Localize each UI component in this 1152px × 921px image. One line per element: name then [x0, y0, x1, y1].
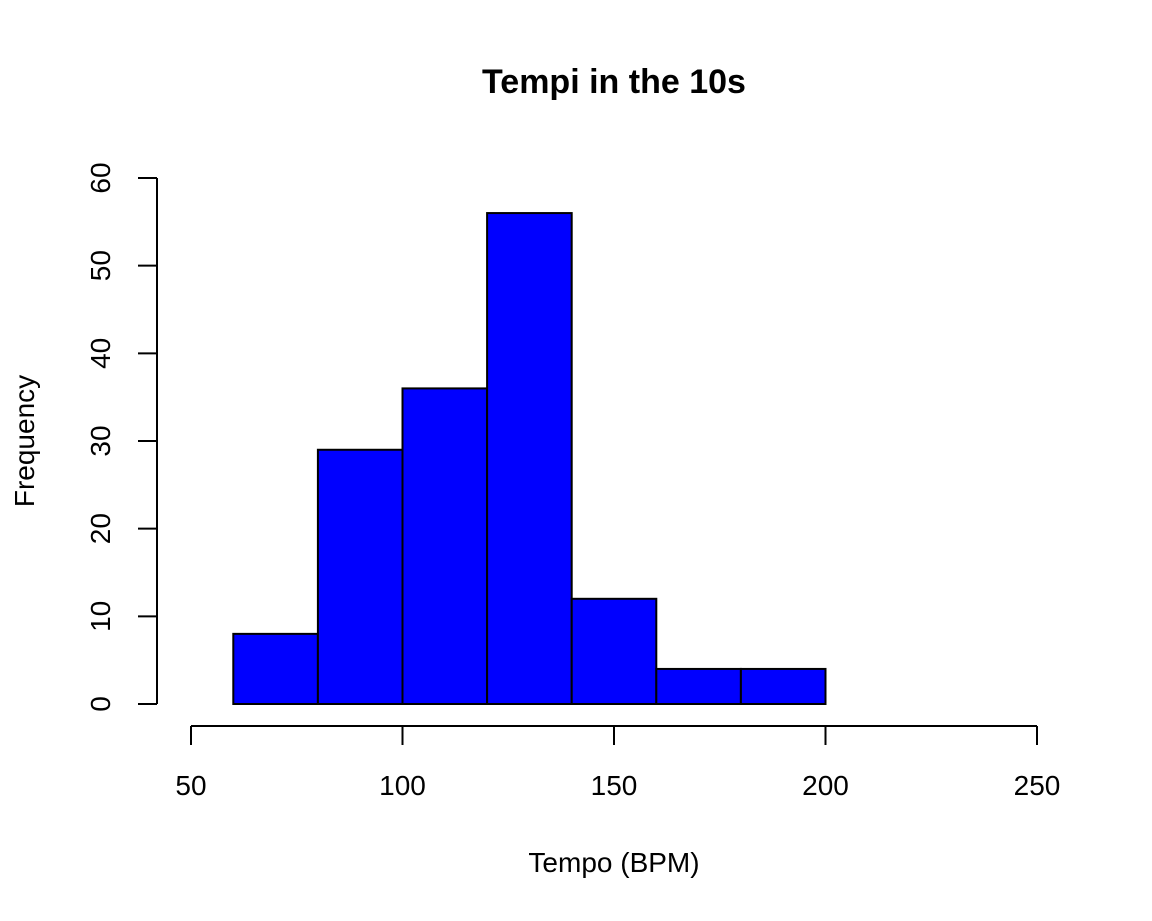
y-axis-label: Frequency — [9, 375, 40, 507]
y-tick-label-0: 0 — [85, 696, 116, 712]
y-tick-label-2: 20 — [85, 513, 116, 544]
y-tick-label-4: 40 — [85, 338, 116, 369]
x-tick-label-2: 150 — [591, 770, 638, 801]
histogram-bar-0 — [232, 632, 319, 705]
histogram-bar-5 — [655, 667, 742, 706]
y-tick-label-1: 10 — [85, 601, 116, 632]
x-axis: 50 100 150 200 250 — [175, 725, 1061, 801]
histogram-bar-2 — [401, 387, 489, 705]
x-tick-label-0: 50 — [175, 770, 206, 801]
y-axis: 0 10 20 30 40 50 60 — [85, 162, 158, 712]
chart-title: Tempi in the 10s — [482, 63, 746, 101]
y-tick-label-3: 30 — [85, 425, 116, 456]
x-tick-label-3: 200 — [802, 770, 849, 801]
x-axis-label: Tempo (BPM) — [528, 847, 699, 878]
bars-group — [232, 212, 827, 706]
histogram-bar-6 — [739, 667, 827, 706]
x-tick-label-1: 100 — [379, 770, 426, 801]
y-tick-label-5: 50 — [85, 250, 116, 281]
x-tick-label-4: 250 — [1014, 770, 1061, 801]
histogram-bar-4 — [570, 597, 658, 705]
y-tick-label-6: 60 — [85, 162, 116, 193]
histogram-bar-3 — [486, 212, 573, 705]
histogram-bar-1 — [316, 448, 404, 705]
